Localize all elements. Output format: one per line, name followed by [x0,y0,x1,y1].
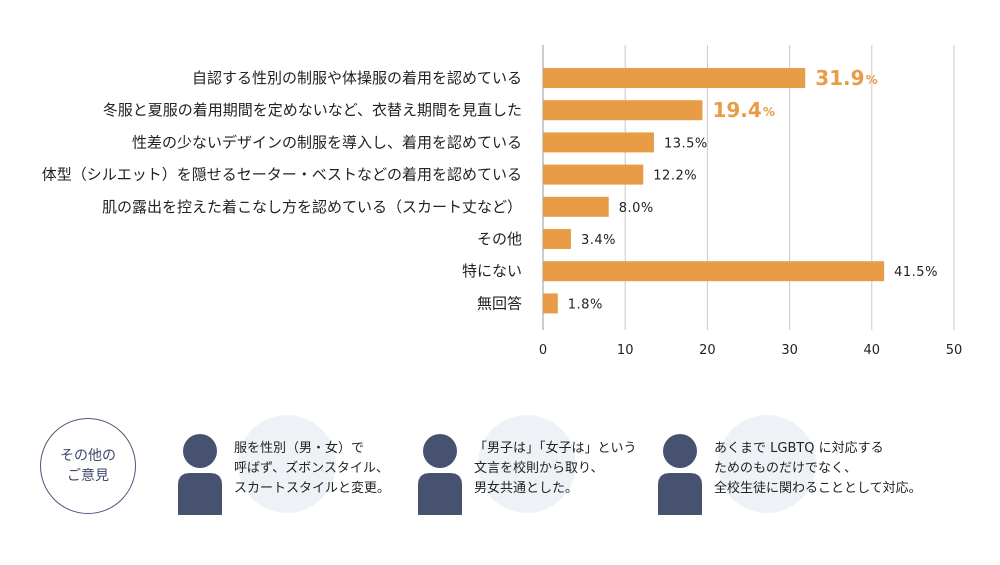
opinion-text: 服を性別（男・女）で 呼ばず、ズボンスタイル、 スカートスタイルと変更。 [234,439,390,499]
category-label: 性差の少ないデザインの制服を導入し、着用を認めている [132,133,522,151]
category-label: 冬服と夏服の着用期間を定めないなど、衣替え期間を見直した [103,101,522,119]
person-icon [658,434,702,515]
opinion-line: 男女共通とした。 [474,481,579,496]
other-opinions-section: その他の ご意見 服を性別（男・女）で 呼ばず、ズボンスタイル、 スカートスタイ… [0,405,1000,535]
bar [543,229,571,249]
category-label: 無回答 [477,294,522,312]
opinion-item-1: 服を性別（男・女）で 呼ばず、ズボンスタイル、 スカートスタイルと変更。 [178,415,418,525]
bar [543,293,558,314]
opinion-bg-circle [478,415,576,513]
category-label: 特にない [462,262,522,280]
x-tick-label: 30 [781,343,798,358]
badge-line-1: その他の [60,448,116,464]
bar [543,132,654,153]
x-tick-label: 50 [946,343,963,358]
x-tick-label: 20 [699,343,716,358]
person-icon [418,434,462,515]
category-label: 肌の露出を控えた着こなし方を認めている（スカート丈など） [102,198,522,216]
opinion-item-3: あくまで LGBTQ に対応する ためのものだけでなく、 全校生徒に関わることと… [658,415,922,525]
value-label: 31.9 [815,66,864,90]
x-tick-label: 10 [617,343,634,358]
bar-chart: 0 10 20 30 40 50 自認する性別の制服や体操服の着用を認めている 31.9 % 冬服… [42,45,963,358]
opinion-line: 服を性別（男・女）で [234,441,365,456]
bar [543,196,609,217]
value-label: 3.4% [581,233,616,248]
opinion-line: 文言を校則から取り、 [474,461,604,476]
opinion-bg-circle [718,415,816,513]
value-label: 1.8% [568,297,603,312]
opinion-text: 「男子は」「女子は」という 文言を校則から取り、 男女共通とした。 [474,439,637,499]
value-label: 41.5% [894,265,938,280]
opinion-bg-circle [238,415,336,513]
value-label: 13.5% [664,136,708,151]
category-label: その他 [477,230,522,248]
value-label: 19.4 [712,98,761,122]
opinion-line: 「男子は」「女子は」という [474,441,637,456]
value-label: 12.2% [653,169,697,184]
x-tick-label: 40 [864,343,881,358]
category-label: 自認する性別の制服や体操服の着用を認めている [192,69,522,87]
opinion-line: あくまで LGBTQ に対応する [714,441,884,456]
value-label-percent: % [763,105,775,119]
value-label-percent: % [866,73,878,87]
category-label: 体型（シルエット）を隠せるセーター・ベストなどの着用を認めている [42,166,522,184]
other-opinions-badge: その他の ご意見 [40,418,136,514]
opinion-line: 全校生徒に関わることとして対応。 [714,481,922,496]
person-icon [178,434,222,515]
opinion-line: 呼ばず、ズボンスタイル、 [234,461,389,476]
bar [543,68,806,88]
opinion-line: スカートスタイルと変更。 [234,481,391,496]
bar [543,164,644,185]
opinion-item-2: 「男子は」「女子は」という 文言を校則から取り、 男女共通とした。 [418,415,658,525]
value-label: 8.0% [619,201,654,216]
opinion-text: あくまで LGBTQ に対応する ためのものだけでなく、 全校生徒に関わることと… [714,439,922,499]
opinion-line: ためのものだけでなく、 [714,461,858,476]
bar [543,261,885,282]
badge-line-2: ご意見 [67,468,109,484]
bar [543,100,703,121]
x-tick-label: 0 [539,343,547,358]
